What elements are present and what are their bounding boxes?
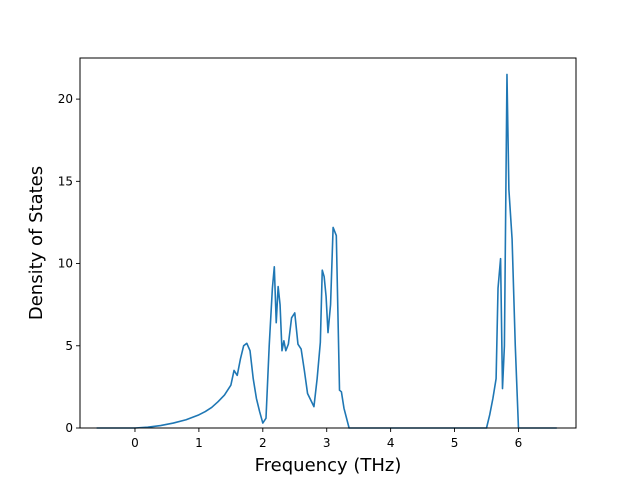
- y-tick-label: 5: [65, 339, 73, 353]
- series-line-0: [96, 73, 557, 429]
- x-axis-label: Frequency (THz): [255, 455, 402, 476]
- x-tick-label: 2: [259, 436, 267, 450]
- y-tick-label: 0: [65, 421, 73, 435]
- x-tick-label: 4: [387, 436, 395, 450]
- x-tick-label: 0: [131, 436, 139, 450]
- plot-frame: [79, 57, 577, 429]
- y-tick-label: 10: [58, 257, 73, 271]
- plot-background: [80, 58, 576, 428]
- x-tick-label: 1: [195, 436, 203, 450]
- x-ticks: 0 1 2 3 4 5 6: [131, 428, 522, 450]
- y-axis-label: Density of States: [26, 166, 47, 320]
- x-tick-label: 6: [515, 436, 523, 450]
- x-tick-label: 3: [323, 436, 331, 450]
- y-tick-label: 15: [58, 174, 73, 188]
- series-layer: [96, 73, 557, 429]
- y-ticks: 0 5 10 15 20: [58, 92, 80, 435]
- x-tick-label: 5: [451, 436, 459, 450]
- y-tick-label: 20: [58, 92, 73, 106]
